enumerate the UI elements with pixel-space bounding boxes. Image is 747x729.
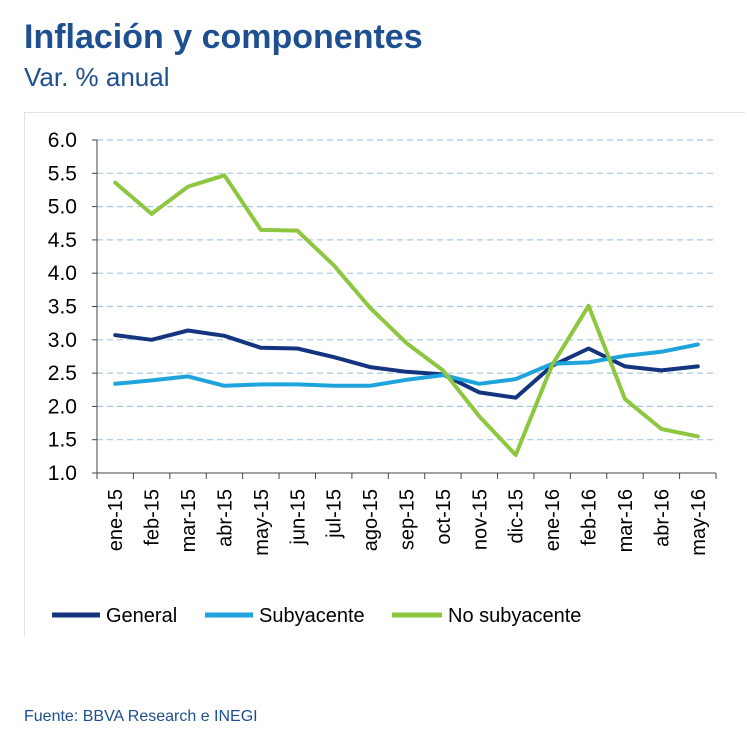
x-tick-label: abr-15 — [214, 489, 236, 547]
y-tick-label: 1.0 — [48, 462, 77, 485]
x-tick-label: may-15 — [251, 489, 273, 556]
legend-label: General — [106, 605, 177, 627]
legend: General Subyacente No subyacente — [52, 605, 581, 627]
x-tick-label: ago-15 — [360, 489, 382, 551]
y-tick-label: 4.5 — [48, 229, 77, 252]
series-lines — [113, 173, 700, 457]
chart-frame — [24, 112, 745, 636]
x-tick-label: may-16 — [688, 489, 710, 556]
source-text: BBVA Research e INEGI — [82, 708, 258, 725]
x-tick-label: oct-15 — [433, 489, 455, 545]
source-label: Fuente: — [24, 708, 79, 725]
x-tick-label: mar-16 — [615, 489, 637, 552]
source-note: Fuente: BBVA Research e INEGI — [24, 708, 258, 726]
y-tick-label: 1.5 — [48, 429, 77, 452]
y-tick-label: 4.0 — [48, 262, 77, 285]
x-tick-label: feb-16 — [579, 489, 601, 546]
y-tick-label: 5.0 — [48, 196, 77, 219]
legend-label: Subyacente — [259, 605, 365, 627]
x-tick-label: jul-15 — [324, 489, 346, 539]
x-tick-label: ene-16 — [542, 489, 564, 551]
x-tick-label: dic-15 — [506, 489, 528, 543]
series-line-general — [113, 328, 700, 400]
y-tick-label: 5.5 — [48, 162, 77, 185]
series-line-no-subyacente — [113, 173, 700, 457]
chart-subtitle: Var. % anual — [24, 62, 170, 92]
axes: 6.0 5.5 5.0 4.5 4.0 3.5 3.0 2.5 2.0 1.5 1.0 ene-15 f… — [48, 129, 717, 556]
x-tick-label: sep-15 — [397, 489, 419, 550]
y-tick-label: 6.0 — [48, 129, 77, 152]
series-line-subyacente — [113, 342, 700, 388]
x-tick-label: nov-15 — [469, 489, 491, 550]
x-tick-label: ene-15 — [105, 489, 127, 551]
x-tick-label: jun-15 — [287, 489, 309, 546]
x-tick-label: abr-16 — [651, 489, 673, 547]
y-tick-label: 3.5 — [48, 296, 77, 319]
y-tick-label: 3.0 — [48, 329, 77, 352]
x-tick-label: feb-15 — [142, 489, 164, 546]
x-tick-label: mar-15 — [178, 489, 200, 552]
y-tick-label: 2.5 — [48, 362, 77, 385]
chart-title: Inflación y componentes — [24, 18, 423, 56]
legend-label: No subyacente — [448, 605, 581, 627]
y-tick-label: 2.0 — [48, 395, 77, 418]
